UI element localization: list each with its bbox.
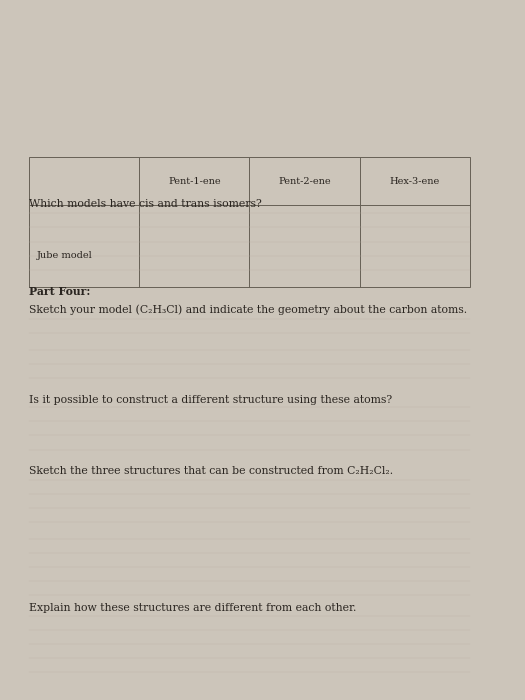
Text: Sketch your model (C₂H₃Cl) and indicate the geometry about the carbon atoms.: Sketch your model (C₂H₃Cl) and indicate … <box>29 304 467 315</box>
Text: Hex-3-ene: Hex-3-ene <box>390 177 440 186</box>
Text: Jube model: Jube model <box>37 251 92 260</box>
Text: Is it possible to construct a different structure using these atoms?: Is it possible to construct a different … <box>29 395 392 405</box>
Text: Which models have cis and trans isomers?: Which models have cis and trans isomers? <box>29 199 261 209</box>
Text: Sketch the three structures that can be constructed from C₂H₂Cl₂.: Sketch the three structures that can be … <box>29 466 393 475</box>
Text: Pent-1-ene: Pent-1-ene <box>168 177 220 186</box>
Text: Pent-2-ene: Pent-2-ene <box>278 177 331 186</box>
Text: Part Four:: Part Four: <box>29 286 90 297</box>
Text: Explain how these structures are different from each other.: Explain how these structures are differe… <box>29 603 356 613</box>
Bar <box>29 158 470 287</box>
